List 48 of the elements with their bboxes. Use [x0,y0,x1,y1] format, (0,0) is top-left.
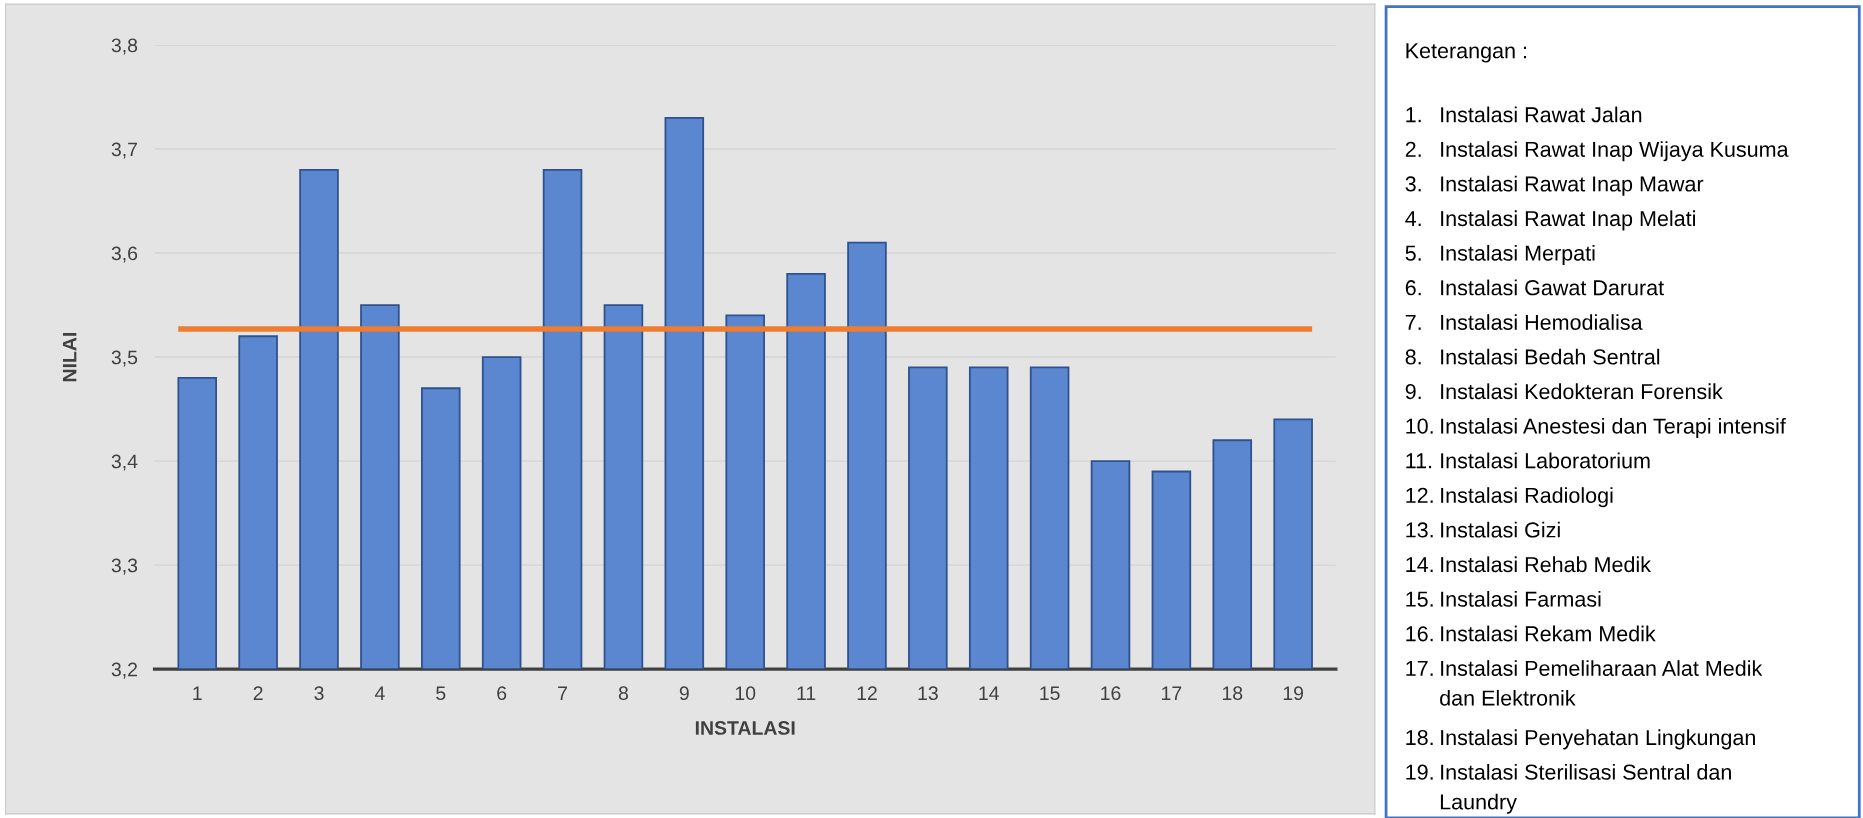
text: 4. Instalasi Rawat Inap Melati [1405,210,1695,231]
text: 11. Instalasi Laboratorium [1406,452,1650,469]
text: 19. Instalasi Sterilisasi Sentral dan Laundry [1406,763,1731,814]
x-tick-label: 15 [1040,686,1060,701]
x-tick-label: 13 [918,686,938,701]
x-tick-label: 16 [1101,686,1121,701]
x-tick-label: 14 [979,686,999,700]
text: 8. Instalasi Bedah Sentral [1405,348,1660,365]
y-tick-label: 3,4 [111,454,138,471]
x-tick-label: 7 [558,686,567,700]
x-tick-label: 11 [797,686,816,700]
text: 16. Instalasi Rekam Medik [1406,625,1656,642]
text: 9. Instalasi Kedokteran Forensik [1405,383,1723,400]
x-tick-label: 9 [679,686,689,701]
text: 15. Instalasi Farmasi [1406,590,1601,607]
text: Keterangan : [1406,43,1527,63]
x-tick-label: 2 [253,686,263,700]
text: 7. Instalasi Hemodialisa [1405,314,1643,330]
y-tick-label: 3,6 [111,246,138,263]
text: 12. Instalasi Radiologi [1406,487,1613,508]
text: 3. Instalasi Rawat Inap Mawar [1405,175,1704,196]
x-axis-title: INSTALASI [695,721,795,735]
x-tick-label: 19 [1283,686,1304,701]
x-tick-label: 12 [857,686,877,700]
text: 10. Instalasi Anestesi dan Terapi intensif [1406,417,1786,439]
text: 14. Instalasi Rehab Medik [1406,556,1651,573]
text: 13. Instalasi Gizi [1406,521,1560,538]
x-tick-label: 5 [436,686,446,701]
text: 17. Instalasi Pemeliharaan Alat Medik dan Elektronik [1406,660,1763,706]
text: 1. Instalasi Rawat Jalan [1406,106,1642,123]
x-tick-label: 10 [735,686,756,701]
text: 2. Instalasi Rawat Inap Wijaya Kusuma [1405,141,1789,162]
x-tick-label: 17 [1162,686,1182,700]
y-tick-label: 3,3 [111,558,138,575]
x-tick-label: 6 [497,686,507,701]
x-tick-label: 18 [1222,686,1243,701]
y-tick-label: 3,8 [111,38,138,55]
y-axis-title: NILAI [62,332,77,382]
y-tick-label: 3,2 [111,662,137,679]
text: 18. Instalasi Penyehatan Lingkungan [1406,729,1755,750]
x-tick-label: 4 [374,686,385,700]
x-tick-label: 1 [193,686,202,700]
y-tick-label: 3,5 [111,350,138,367]
y-tick-label: 3,7 [111,142,137,159]
x-tick-label: 8 [618,686,628,701]
text: 6. Instalasi Gawat Darurat [1405,279,1664,296]
text: 5. Instalasi Merpati [1405,244,1595,266]
x-tick-label: 3 [314,686,324,701]
